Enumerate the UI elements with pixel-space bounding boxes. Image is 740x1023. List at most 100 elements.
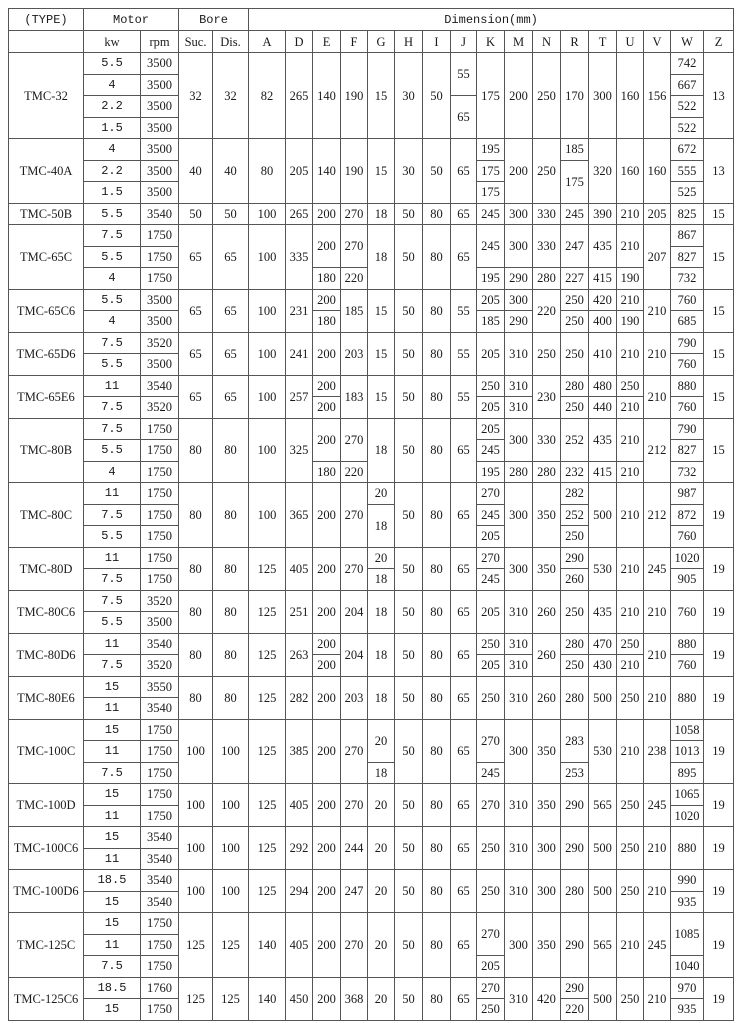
- dim-v: 205: [643, 202, 672, 225]
- model-type: TMC-125C: [8, 912, 84, 978]
- dim-n: 250: [532, 138, 562, 204]
- dim-v: 210: [643, 589, 672, 634]
- dim-r: 245: [560, 202, 590, 225]
- dim-j: 65: [450, 912, 478, 978]
- header-dim-a: A: [248, 30, 287, 53]
- bore-suction: 65: [178, 374, 214, 419]
- dim-e: 200: [312, 331, 342, 376]
- dim-f: 220: [340, 460, 369, 483]
- dim-v: 238: [643, 718, 672, 784]
- motor-kw: 4: [83, 460, 141, 483]
- dim-h: 30: [394, 138, 424, 204]
- dim-j: 65: [450, 632, 478, 677]
- motor-kw: 11: [83, 933, 141, 956]
- dim-w: 522: [670, 95, 705, 118]
- dim-m: 310: [504, 826, 534, 870]
- dim-f: 204: [340, 632, 369, 677]
- bore-suction: 65: [178, 288, 214, 333]
- bore-discharge: 80: [212, 632, 250, 677]
- dim-z: 19: [703, 826, 735, 870]
- dim-h: 50: [394, 632, 424, 677]
- dim-k: 250: [476, 998, 506, 1021]
- dim-i: 80: [422, 718, 452, 784]
- dim-k: 245: [476, 503, 506, 526]
- dim-t: 320: [588, 138, 618, 204]
- dim-e: 200: [312, 589, 342, 634]
- table-row: 5.5 1750 827: [9, 245, 734, 268]
- dim-w: 1020: [670, 804, 705, 827]
- dim-j: 65: [450, 589, 478, 634]
- dim-d: 251: [285, 589, 314, 634]
- dim-k: 205: [476, 589, 506, 634]
- motor-kw: 11: [83, 482, 141, 505]
- motor-rpm: 1750: [139, 998, 180, 1021]
- motor-rpm: 3540: [139, 697, 180, 720]
- dim-u: 250: [616, 374, 645, 397]
- dim-n: 350: [532, 718, 562, 784]
- dim-e: 140: [312, 138, 342, 204]
- motor-rpm: 3520: [139, 654, 180, 677]
- table-row: TMC-40A 4 3500 40 40 80 205 140 190 15 30 50 65 195 20…: [8, 138, 735, 204]
- dim-a: 100: [248, 482, 287, 548]
- dim-i: 80: [422, 589, 452, 634]
- dim-m: 300: [504, 546, 534, 591]
- dim-a: 100: [248, 417, 287, 483]
- dim-e: 140: [312, 52, 342, 139]
- bore-suction: 80: [178, 546, 214, 591]
- table-row: 15 3540 935: [9, 890, 734, 913]
- dim-k: 245: [476, 202, 506, 225]
- dim-w: 872: [670, 503, 705, 526]
- dim-g: 20: [367, 546, 396, 569]
- dim-d: 325: [285, 417, 314, 483]
- dim-m: 310: [504, 632, 534, 655]
- motor-rpm: 1750: [139, 439, 180, 462]
- dim-k: 175: [476, 159, 506, 182]
- model-type: TMC-80D: [8, 546, 84, 591]
- dim-w: 880: [670, 675, 705, 720]
- header-dim-v: V: [643, 30, 672, 53]
- dim-r: 280: [560, 675, 590, 720]
- table-row: 15 1750 250 220 935: [9, 998, 734, 1021]
- dim-m: 310: [504, 654, 534, 677]
- dim-k: 245: [476, 761, 506, 784]
- dim-j: 65: [450, 95, 478, 139]
- dim-r: 227: [560, 267, 590, 290]
- dim-a: 125: [248, 826, 287, 870]
- dim-h: 50: [394, 826, 424, 870]
- dim-g: 15: [367, 52, 396, 139]
- dim-i: 80: [422, 675, 452, 720]
- header-dim-f: F: [340, 30, 369, 53]
- dim-m: 290: [504, 310, 534, 333]
- dim-j: 65: [450, 546, 478, 591]
- header-type: (TYPE): [8, 8, 84, 31]
- dim-f: 244: [340, 826, 369, 870]
- dim-i: 80: [422, 632, 452, 677]
- dim-h: 50: [394, 224, 424, 290]
- dim-v: 245: [643, 783, 672, 827]
- motor-rpm: 1750: [139, 933, 180, 956]
- dim-z: 19: [703, 912, 735, 978]
- bore-suction: 40: [178, 138, 214, 204]
- dim-j: 55: [450, 374, 478, 419]
- dim-k: 270: [476, 546, 506, 569]
- dim-f: 270: [340, 224, 369, 268]
- dim-g: 20: [367, 912, 396, 978]
- dim-t: 530: [588, 546, 618, 591]
- dim-a: 125: [248, 718, 287, 784]
- motor-rpm: 3500: [139, 73, 180, 96]
- dim-r: 290: [560, 826, 590, 870]
- table-body: TMC-32 5.5 3500 32 32 82 265 140 190 15 30 50 55 175 2…: [8, 52, 735, 1021]
- motor-rpm: 1750: [139, 245, 180, 268]
- header-row-groups: (TYPE) Motor Bore Dimension(mm): [8, 8, 735, 31]
- dim-j: 65: [450, 138, 478, 204]
- dim-w: 990: [670, 869, 705, 892]
- dim-k: 250: [476, 374, 506, 397]
- bore-discharge: 32: [212, 52, 250, 139]
- dim-w: 827: [670, 439, 705, 462]
- dim-n: 280: [532, 267, 562, 290]
- dim-t: 565: [588, 783, 618, 827]
- dim-k: 205: [476, 525, 506, 548]
- dim-u: 210: [616, 331, 645, 376]
- motor-kw: 4: [83, 267, 141, 290]
- model-type: TMC-100C: [8, 718, 84, 784]
